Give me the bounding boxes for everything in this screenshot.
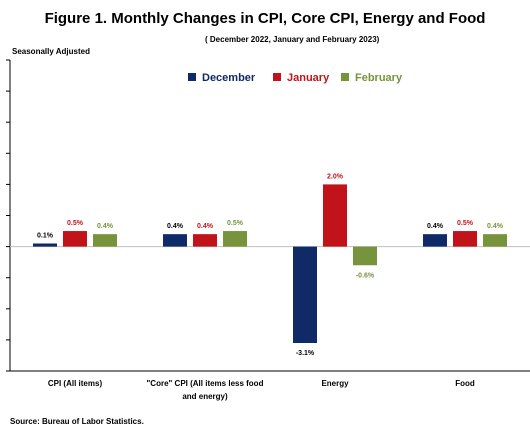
data-label: 0.5% bbox=[67, 220, 84, 227]
data-label: 0.4% bbox=[427, 223, 444, 230]
chart-title: Figure 1. Monthly Changes in CPI, Core C… bbox=[44, 10, 486, 27]
category-label: Food bbox=[455, 379, 475, 388]
bar-february bbox=[93, 234, 117, 247]
legend-swatch-february bbox=[341, 73, 349, 81]
data-label: 0.4% bbox=[97, 223, 114, 230]
legend-label-february: February bbox=[355, 72, 403, 84]
legend-label-december: December bbox=[202, 72, 256, 84]
legend-swatch-december bbox=[188, 73, 196, 81]
chart-subtitle: ( December 2022, January and February 20… bbox=[205, 35, 380, 44]
bar-february bbox=[353, 246, 377, 266]
category-label: Energy bbox=[321, 379, 349, 388]
data-label: 0.5% bbox=[457, 220, 474, 227]
bar-december bbox=[423, 234, 447, 247]
bar-december bbox=[293, 246, 317, 344]
category-label: and energy) bbox=[182, 392, 228, 401]
bar-december bbox=[33, 243, 57, 247]
bar-december bbox=[163, 234, 187, 247]
bar-january bbox=[453, 231, 477, 247]
data-label: 2.0% bbox=[327, 173, 344, 180]
legend-swatch-january bbox=[273, 73, 281, 81]
data-label: 0.4% bbox=[487, 223, 504, 230]
data-label: 0.4% bbox=[197, 223, 214, 230]
legend-label-january: January bbox=[287, 72, 330, 84]
data-label: -3.1% bbox=[296, 350, 315, 357]
category-label: "Core" CPI (All items less food bbox=[147, 379, 264, 388]
bar-january bbox=[193, 234, 217, 247]
data-label: 0.5% bbox=[227, 220, 244, 227]
data-label: 0.1% bbox=[37, 232, 54, 239]
data-label: 0.4% bbox=[167, 223, 184, 230]
seasonal-adjustment-note: Seasonally Adjusted bbox=[12, 47, 90, 56]
bar-january bbox=[63, 231, 87, 247]
bar-february bbox=[483, 234, 507, 247]
bar-february bbox=[223, 231, 247, 247]
source-note: Source: Bureau of Labor Statistics. bbox=[10, 417, 144, 426]
category-label: CPI (All items) bbox=[48, 379, 103, 388]
data-label: -0.6% bbox=[356, 272, 375, 279]
bar-january bbox=[323, 184, 347, 247]
